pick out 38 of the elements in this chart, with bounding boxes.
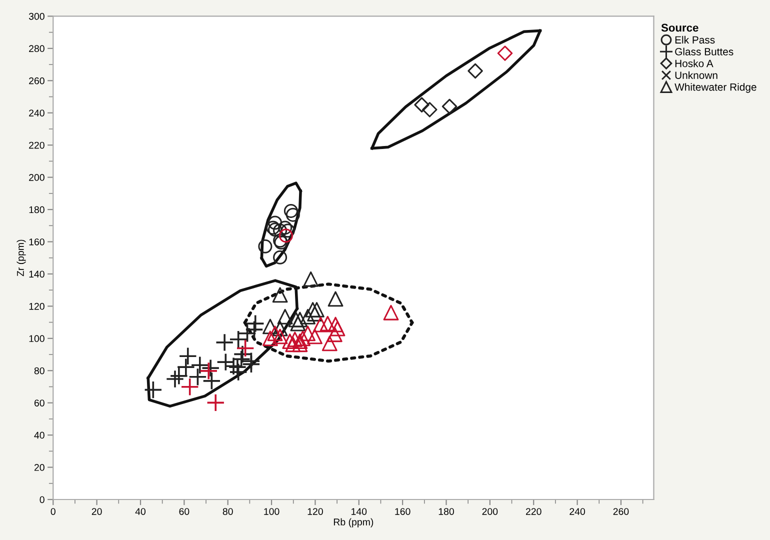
y-tick-label: 280 <box>29 45 44 52</box>
y-tick-label: 240 <box>29 110 44 116</box>
legend-label: Elk Pass <box>675 36 715 44</box>
y-tick-label: 300 <box>28 12 44 20</box>
x-tick-label: 220 <box>526 508 542 515</box>
legend-label: Glass Buttes <box>675 48 734 56</box>
y-tick-label: 200 <box>29 174 44 181</box>
x-tick-label: 100 <box>264 508 280 515</box>
x-tick-label: 120 <box>308 508 323 515</box>
y-tick-label: 120 <box>29 302 44 310</box>
y-tick-label: 40 <box>34 432 44 439</box>
y-tick-label: 0 <box>40 496 44 504</box>
legend-title: Source <box>661 24 698 32</box>
y-tick-label: 60 <box>34 400 44 406</box>
y-tick-label: 20 <box>34 464 44 471</box>
y-tick-label: 220 <box>29 142 44 149</box>
x-tick-label: 260 <box>613 508 629 515</box>
y-tick-label: 260 <box>29 77 44 84</box>
x-tick-label: 140 <box>352 508 367 515</box>
x-tick-label: 20 <box>92 508 102 515</box>
y-tick-label: 160 <box>29 238 44 246</box>
x-tick-label: 160 <box>395 508 410 515</box>
legend-label: Hosko A <box>675 60 714 68</box>
x-axis-title: Rb (ppm) <box>334 518 374 528</box>
y-tick-label: 180 <box>29 206 44 214</box>
x-tick-label: 80 <box>222 508 233 515</box>
x-tick-label: 0 <box>50 508 56 515</box>
x-tick-label: 200 <box>482 508 498 515</box>
x-tick-label: 180 <box>438 508 454 515</box>
legend-label: Unknown <box>675 71 718 79</box>
y-tick-label: 80 <box>34 367 44 374</box>
y-axis-title: Zr (ppm) <box>16 240 26 276</box>
y-tick-label: 100 <box>29 335 44 342</box>
x-tick-label: 240 <box>570 508 586 515</box>
y-tick-label: 140 <box>29 270 44 278</box>
legend-label: Whitewater Ridge <box>674 83 756 93</box>
x-tick-label: 60 <box>179 508 190 515</box>
x-tick-label: 40 <box>135 508 146 515</box>
